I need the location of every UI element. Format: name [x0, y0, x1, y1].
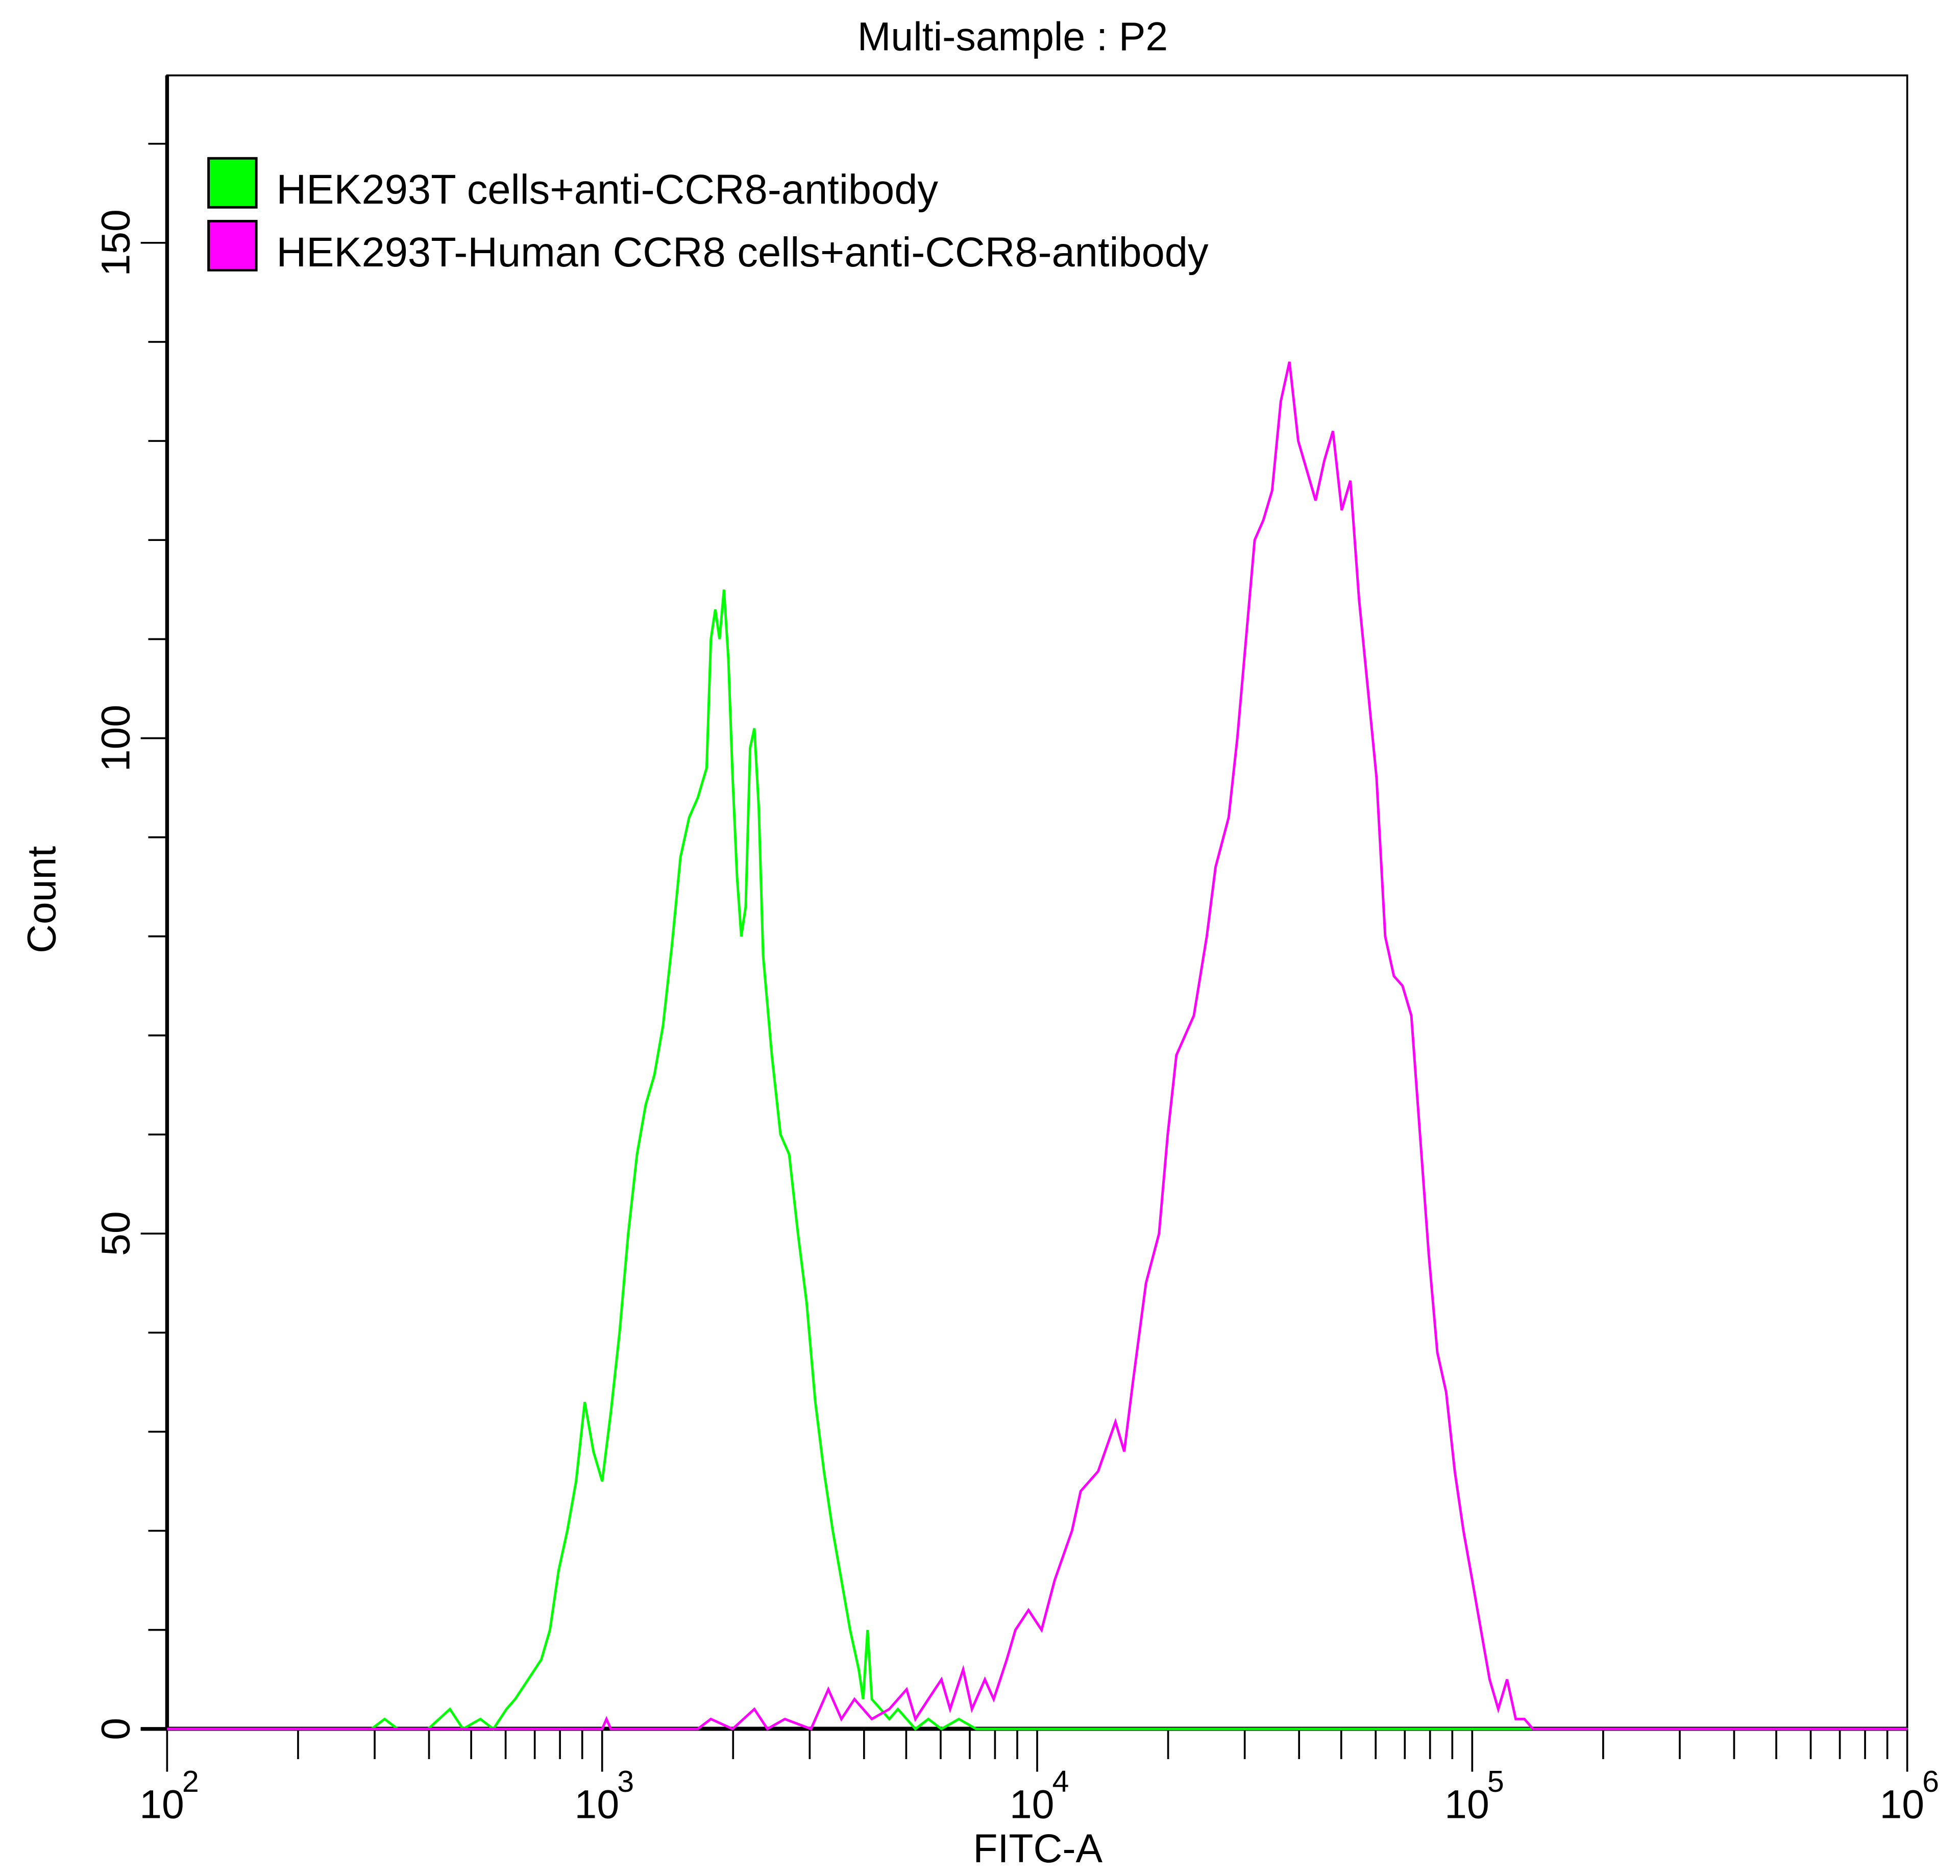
- legend-swatch-green: [207, 157, 258, 209]
- x-axis-label: FITC-A: [973, 1826, 1102, 1871]
- legend: HEK293T cells+anti-CCR8-antibody HEK293T…: [207, 157, 1209, 276]
- x-tick-label: 10: [575, 1782, 620, 1827]
- x-tick-exponent: 5: [1487, 1765, 1504, 1798]
- legend-label: HEK293T cells+anti-CCR8-antibody: [277, 166, 939, 213]
- legend-swatch-magenta: [207, 219, 258, 271]
- x-tick-exponent: 6: [1922, 1765, 1939, 1798]
- legend-item-green: HEK293T cells+anti-CCR8-antibody: [207, 157, 939, 213]
- histogram-series: [167, 361, 1907, 1731]
- x-tick-label: 10: [1444, 1782, 1489, 1827]
- x-tick-label: 10: [1879, 1782, 1924, 1827]
- y-tick-label: 150: [93, 209, 138, 276]
- legend-label: HEK293T-Human CCR8 cells+anti-CCR8-antib…: [277, 229, 1209, 276]
- series-line-hek293t-ccr8: [167, 361, 1907, 1731]
- y-tick-label: 100: [93, 705, 138, 772]
- chart-title: Multi-sample : P2: [857, 14, 1168, 59]
- x-tick-exponent: 3: [617, 1765, 634, 1798]
- legend-item-magenta: HEK293T-Human CCR8 cells+anti-CCR8-antib…: [207, 219, 1209, 276]
- y-tick-label: 0: [93, 1718, 138, 1740]
- x-tick-exponent: 2: [182, 1765, 199, 1798]
- y-axis-ticks: 0 50 100 150: [93, 142, 167, 1740]
- y-axis-label: Count: [19, 846, 64, 953]
- x-tick-exponent: 4: [1052, 1765, 1069, 1798]
- series-line-hek293t-control: [167, 589, 1907, 1731]
- y-tick-label: 50: [93, 1211, 138, 1256]
- x-tick-label: 10: [1010, 1782, 1055, 1827]
- x-tick-label: 10: [139, 1782, 184, 1827]
